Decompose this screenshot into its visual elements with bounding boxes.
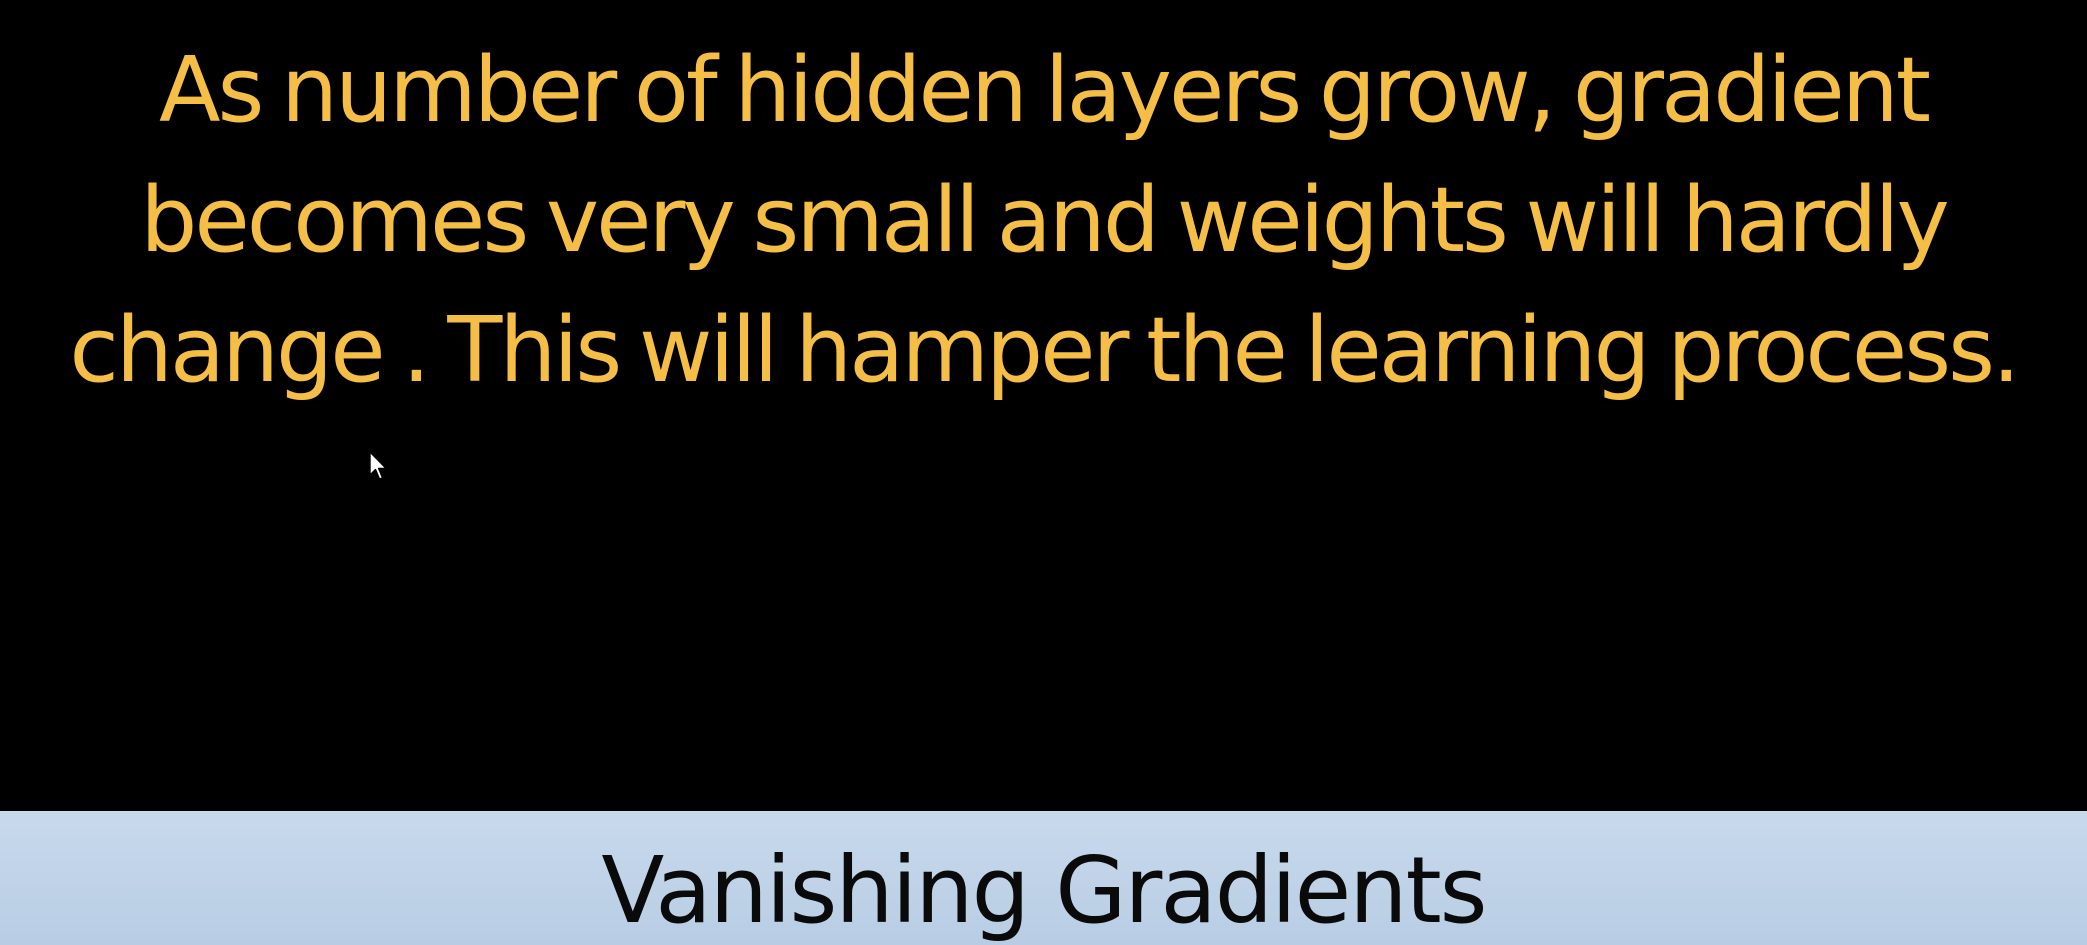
mouse-pointer-icon <box>369 451 387 480</box>
body-line-1: As number of hidden layers grow, gradien… <box>158 38 1931 143</box>
body-line-3: change . This will hamper the learning p… <box>69 298 2020 403</box>
title-bar: Vanishing Gradients <box>0 811 2087 945</box>
body-line-2: becomes very small and weights will hard… <box>140 168 1950 273</box>
slide-body-text: As number of hidden layers grow, gradien… <box>0 26 2087 416</box>
slide-title: Vanishing Gradients <box>601 837 1487 944</box>
